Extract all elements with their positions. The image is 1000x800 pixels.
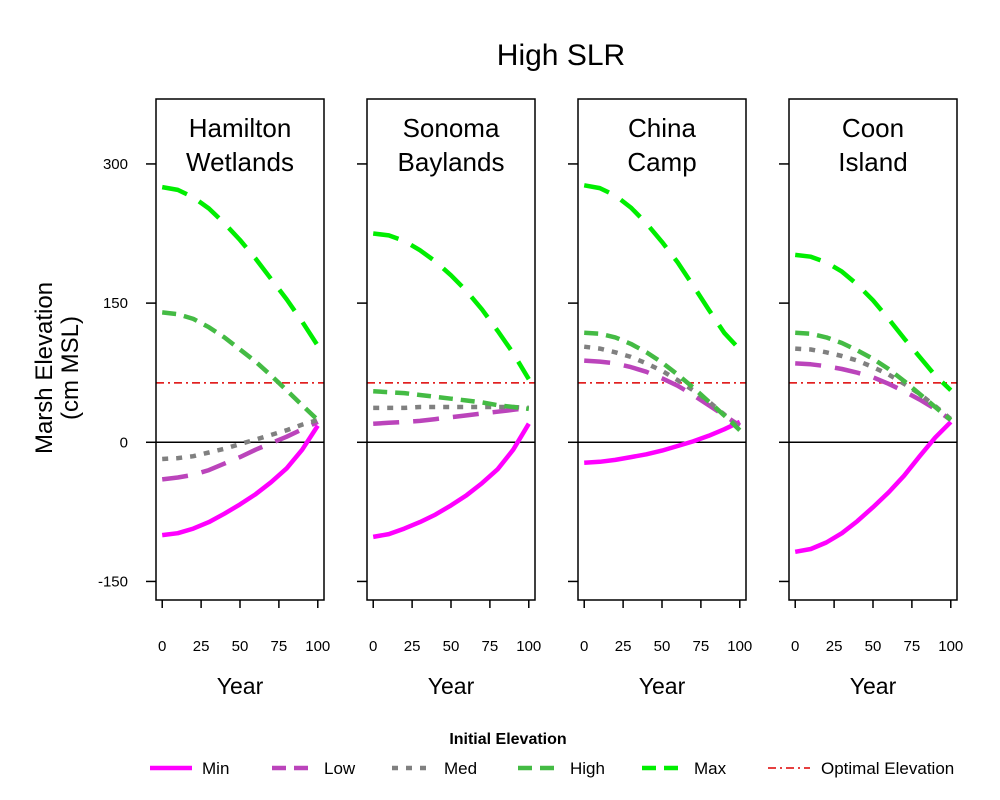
panel-title-line: Coon (842, 113, 904, 143)
x-tick-label: 25 (193, 638, 210, 655)
series-line-med (795, 346, 953, 421)
series-line-max (794, 252, 953, 392)
x-tick-label: 25 (404, 638, 421, 655)
x-axis-label: Year (639, 673, 686, 699)
panel-title-line: Camp (627, 147, 696, 177)
x-axis-label: Year (850, 673, 897, 699)
series-line-high (373, 389, 530, 412)
series-line-low (373, 405, 530, 426)
series-line-max (161, 184, 320, 348)
series-group (794, 252, 953, 555)
x-tick-label: 75 (904, 638, 921, 655)
series-line-min (161, 424, 320, 538)
panel-title-line: Hamilton (189, 113, 292, 143)
x-tick-label: 50 (232, 638, 249, 655)
series-line-min (794, 420, 953, 555)
x-tick-label: 75 (482, 638, 499, 655)
series-line-high (795, 330, 953, 422)
legend-label-optimal: Optimal Elevation (821, 759, 954, 778)
legend-label-high: High (570, 759, 605, 778)
series-line-low (795, 361, 953, 422)
figure-title: High SLR (497, 39, 625, 72)
panel-title-line: Wetlands (186, 147, 294, 177)
series-line-max (372, 231, 531, 381)
x-tick-label: 100 (305, 638, 330, 655)
panel-title-line: Island (838, 147, 907, 177)
x-tick-label: 100 (516, 638, 541, 655)
x-tick-label: 0 (580, 638, 588, 655)
legend-title: Initial Elevation (449, 731, 566, 748)
series-line-low (584, 358, 742, 428)
panel-1: Sonoma Baylands 0 25 50 75 100 Year (357, 98, 541, 699)
legend-label-med: Med (444, 759, 477, 778)
series-line-min (372, 422, 531, 540)
y-tick-label: 0 (120, 434, 128, 451)
x-tick-label: 50 (654, 638, 671, 655)
y-tick-label: 150 (103, 295, 128, 312)
x-axis-label: Year (428, 673, 475, 699)
y-tick-label: -150 (98, 573, 128, 590)
series-line-max (583, 183, 742, 352)
x-tick-label: 25 (826, 638, 843, 655)
series-group (583, 183, 742, 465)
x-tick-label: 50 (865, 638, 882, 655)
series-group (372, 231, 531, 540)
x-tick-label: 0 (158, 638, 166, 655)
panel-title-line: Baylands (398, 147, 505, 177)
panel-title-line: China (628, 113, 696, 143)
panel-0: Hamilton Wetlands 0 25 50 75 100 Year -150 0 150 30… (98, 98, 330, 699)
series-line-med (373, 404, 529, 411)
x-tick-label: 75 (271, 638, 288, 655)
x-tick-label: 0 (369, 638, 377, 655)
x-tick-label: 25 (615, 638, 632, 655)
legend-label-low: Low (324, 759, 356, 778)
series-line-high (161, 310, 320, 422)
x-tick-label: 100 (938, 638, 963, 655)
y-tick-label: 300 (103, 156, 128, 173)
legend: Initial Elevation Min Low Med High Max Optima… (150, 731, 954, 778)
x-axis-label: Year (217, 673, 264, 699)
x-tick-label: 100 (727, 638, 752, 655)
panels: Hamilton Wetlands 0 25 50 75 100 Year -150 0 150 30… (98, 98, 963, 699)
legend-label-max: Max (694, 759, 727, 778)
x-tick-label: 50 (443, 638, 460, 655)
panel-2: China Camp 0 25 50 75 100 Year (568, 98, 752, 699)
x-tick-label: 0 (791, 638, 799, 655)
y-axis-label-line1: Marsh Elevation (31, 282, 58, 454)
y-axis-label-line2: (cm MSL) (57, 316, 84, 420)
panel-title-line: Sonoma (403, 113, 500, 143)
series-line-med (583, 344, 742, 431)
series-line-med (162, 417, 319, 462)
x-tick-label: 75 (693, 638, 710, 655)
series-group (161, 184, 320, 538)
series-line-high (584, 330, 742, 432)
panel-3: Coon Island 0 25 50 75 100 Year (779, 98, 963, 699)
series-line-min (584, 419, 741, 465)
series-line-low (161, 419, 319, 482)
legend-label-min: Min (202, 759, 229, 778)
